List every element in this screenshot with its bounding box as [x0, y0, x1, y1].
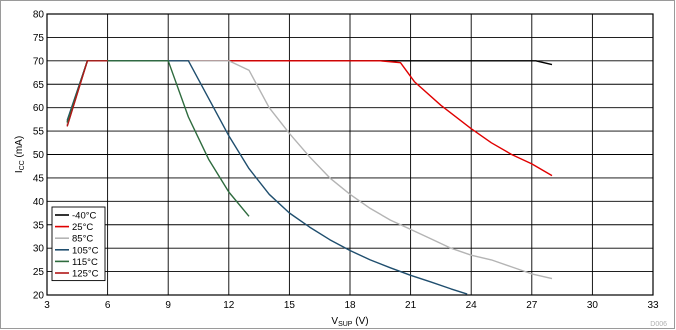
y-tick-label: 75: [33, 33, 45, 44]
x-tick-label: 21: [405, 300, 417, 311]
x-axis-label-unit: (V): [352, 316, 368, 327]
series-line-85c: [66, 60, 553, 280]
y-tick-label: 70: [33, 56, 45, 67]
x-tick-label: 27: [526, 300, 538, 311]
y-tick-label: 45: [33, 173, 45, 184]
legend-label: 115°C: [72, 257, 98, 268]
legend-label: -40°C: [72, 211, 97, 222]
y-axis-label: ICC (mA): [14, 136, 26, 173]
y-tick-label: 50: [33, 150, 45, 161]
series-lines: [66, 60, 553, 295]
legend-label: 25°C: [72, 222, 93, 233]
y-axis-label-unit: (mA): [14, 136, 25, 160]
x-tick-label: 6: [105, 300, 111, 311]
x-axis-label-main: V: [331, 316, 338, 327]
y-tick-label: 60: [33, 103, 45, 114]
x-tick-label: 3: [44, 300, 50, 311]
y-tick-label: 65: [33, 80, 45, 91]
x-tick-label: 12: [223, 300, 235, 311]
legend-label: 85°C: [72, 234, 93, 245]
x-tick-label: 18: [344, 300, 356, 311]
y-tick-label: 35: [33, 220, 45, 231]
y-tick-label: 40: [33, 197, 45, 208]
axes: 3 6 9 12 15 18 21 24 27 30 33 20 25 30 35 40 45 50 55 60 65 7…: [14, 10, 659, 329]
x-tick-label: 15: [284, 300, 296, 311]
y-axis-label-main: I: [14, 170, 25, 173]
y-tick-label: 55: [33, 127, 45, 138]
x-tick-label: 9: [165, 300, 171, 311]
x-axis-label: VSUP (V): [331, 316, 368, 328]
y-tick-label: 25: [33, 267, 45, 278]
legend-box: [51, 206, 106, 282]
x-axis-label-subscript: SUP: [338, 321, 353, 328]
y-tick-label: 20: [33, 291, 45, 302]
y-tick-label: 80: [33, 10, 45, 21]
y-tick-label: 30: [33, 244, 45, 255]
y-axis-label-subscript: CC: [19, 160, 26, 170]
legend-label: 125°C: [72, 269, 99, 280]
x-tick-label: 24: [466, 300, 478, 311]
x-tick-label: 30: [587, 300, 599, 311]
figure-id: D006: [650, 321, 667, 328]
series-line-105c: [66, 60, 468, 295]
legend-label: 105°C: [72, 245, 99, 256]
x-tick-label: 33: [647, 300, 659, 311]
plot-frame: [46, 13, 654, 296]
series-line-125c: [66, 60, 108, 127]
